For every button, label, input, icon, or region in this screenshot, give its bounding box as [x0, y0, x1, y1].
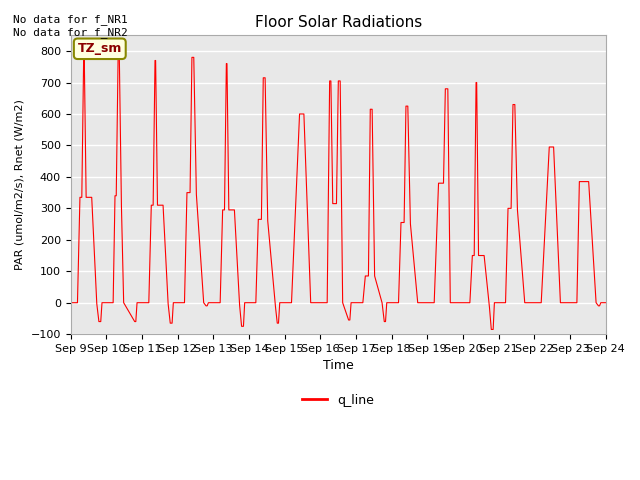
Title: Floor Solar Radiations: Floor Solar Radiations: [255, 15, 422, 30]
Legend: q_line: q_line: [297, 389, 379, 411]
Text: No data for f_NR1
No data for f_NR2: No data for f_NR1 No data for f_NR2: [13, 14, 127, 38]
X-axis label: Time: Time: [323, 360, 353, 372]
Y-axis label: PAR (umol/m2/s), Rnet (W/m2): PAR (umol/m2/s), Rnet (W/m2): [15, 99, 25, 270]
Text: TZ_sm: TZ_sm: [77, 42, 122, 55]
